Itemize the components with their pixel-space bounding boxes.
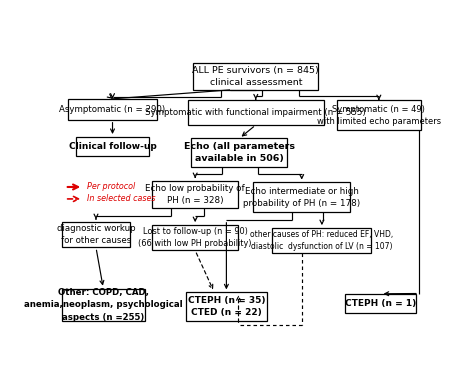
FancyBboxPatch shape [272, 228, 372, 253]
Text: In selected cases: In selected cases [87, 194, 155, 203]
FancyBboxPatch shape [68, 99, 156, 120]
Text: CTEPH (n = 1): CTEPH (n = 1) [345, 299, 416, 308]
Text: Echo intermediate or high
probability of PH (n = 178): Echo intermediate or high probability of… [243, 187, 360, 208]
Text: Lost to follow-up (n = 90)
(66 with low PH probability): Lost to follow-up (n = 90) (66 with low … [138, 227, 252, 248]
FancyBboxPatch shape [193, 63, 318, 90]
Text: Echo (all parameters
available in 506): Echo (all parameters available in 506) [184, 142, 295, 163]
FancyBboxPatch shape [188, 100, 324, 125]
FancyBboxPatch shape [62, 222, 130, 248]
FancyBboxPatch shape [152, 181, 238, 208]
Text: Per protocol: Per protocol [87, 182, 135, 191]
Text: other causes of PH: reduced EF, VHD,
diastolic  dysfunction of LV (n = 107): other causes of PH: reduced EF, VHD, dia… [250, 230, 393, 251]
FancyBboxPatch shape [152, 225, 238, 251]
FancyBboxPatch shape [191, 139, 287, 167]
Text: ALL PE survivors (n = 845)
clinical assessment: ALL PE survivors (n = 845) clinical asse… [192, 66, 319, 87]
FancyBboxPatch shape [186, 292, 267, 320]
Text: Echo low probability of
PH (n = 328): Echo low probability of PH (n = 328) [146, 184, 245, 205]
Text: Clinical follow-up: Clinical follow-up [69, 142, 156, 151]
Text: CTEPH (n = 35)
CTED (n = 22): CTEPH (n = 35) CTED (n = 22) [188, 296, 265, 317]
FancyBboxPatch shape [337, 100, 421, 130]
FancyBboxPatch shape [345, 294, 417, 313]
FancyBboxPatch shape [253, 182, 350, 212]
FancyBboxPatch shape [62, 289, 145, 321]
Text: Other: COPD, CAD,
anemia,neoplasm, psychological
aspects (n =255): Other: COPD, CAD, anemia,neoplasm, psych… [24, 288, 182, 322]
Text: diagnostic workup
for other causes: diagnostic workup for other causes [57, 224, 135, 245]
FancyBboxPatch shape [76, 137, 149, 156]
Text: Symptomatic (n = 49)
with limited echo parameters: Symptomatic (n = 49) with limited echo p… [317, 105, 441, 126]
Text: Asymptomatic (n = 290): Asymptomatic (n = 290) [59, 105, 165, 114]
Text: Symptomatic with functional impairment (n = 555): Symptomatic with functional impairment (… [146, 108, 366, 117]
